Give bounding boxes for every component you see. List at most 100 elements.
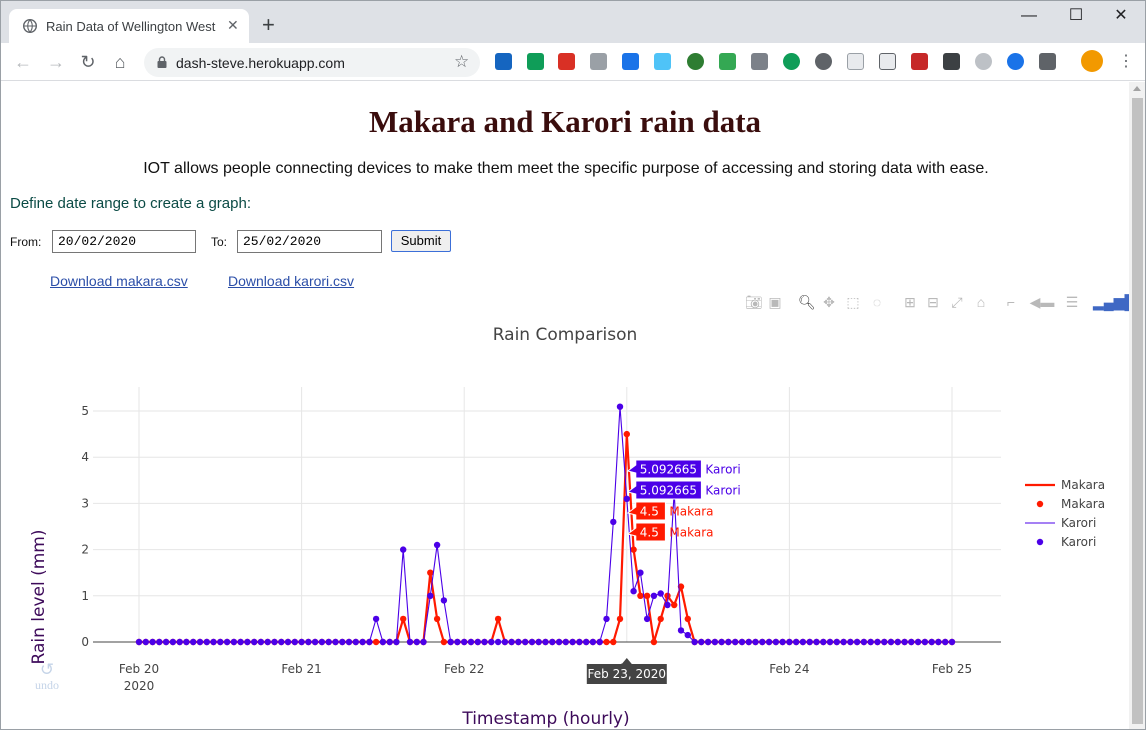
data-point-karori[interactable] <box>271 638 278 646</box>
data-point-karori[interactable] <box>630 588 637 595</box>
reload-icon[interactable]: ↻ <box>80 52 96 72</box>
extension-icon[interactable] <box>687 53 704 70</box>
extension-icon[interactable] <box>975 53 992 70</box>
data-point-makara[interactable] <box>616 615 624 623</box>
plotly-logo-icon[interactable]: ▂▄▆█ <box>1093 294 1135 310</box>
data-point-karori[interactable] <box>840 638 847 646</box>
data-point-karori[interactable] <box>251 638 258 646</box>
data-point-karori[interactable] <box>711 638 719 646</box>
data-point-karori[interactable] <box>142 638 149 646</box>
data-point-karori[interactable] <box>298 638 305 646</box>
data-point-karori[interactable] <box>867 638 874 646</box>
data-point-karori[interactable] <box>359 638 366 646</box>
data-point-karori[interactable] <box>515 638 522 646</box>
data-point-karori[interactable] <box>894 638 901 646</box>
data-point-karori[interactable] <box>413 638 420 646</box>
data-point-karori[interactable] <box>881 638 888 646</box>
menu-dots-icon[interactable]: ⋮ <box>1118 53 1134 70</box>
undo-button[interactable]: ↺ undo <box>29 660 65 693</box>
data-point-karori[interactable] <box>284 638 292 646</box>
data-point-karori[interactable] <box>264 638 271 646</box>
data-point-karori[interactable] <box>549 638 556 646</box>
data-point-karori[interactable] <box>569 638 576 646</box>
data-point-karori[interactable] <box>637 569 644 576</box>
data-point-karori[interactable] <box>135 638 143 646</box>
data-point-makara[interactable] <box>684 615 691 623</box>
recycle-icon[interactable] <box>719 53 736 70</box>
data-point-karori[interactable] <box>406 638 414 646</box>
data-point-karori[interactable] <box>190 638 197 646</box>
data-point-makara[interactable] <box>427 569 434 576</box>
data-point-karori[interactable] <box>427 592 434 599</box>
data-point-karori[interactable] <box>379 638 387 646</box>
spike-lines-icon[interactable]: ⌐ <box>1006 294 1016 310</box>
data-point-karori[interactable] <box>650 592 658 599</box>
data-point-karori[interactable] <box>623 495 630 502</box>
data-point-karori[interactable] <box>698 638 705 646</box>
data-point-karori[interactable] <box>305 638 312 646</box>
data-point-karori[interactable] <box>908 638 915 646</box>
hover-compare-icon[interactable]: ☰ <box>1065 294 1079 310</box>
download-makara-link[interactable]: Download makara.csv <box>50 273 188 289</box>
data-point-karori[interactable] <box>874 638 881 646</box>
data-point-karori[interactable] <box>210 638 217 646</box>
data-point-karori[interactable] <box>501 638 509 646</box>
data-point-karori[interactable] <box>393 638 400 646</box>
legend-item-makara[interactable]: Makara <box>1025 478 1105 492</box>
data-point-karori[interactable] <box>826 638 834 646</box>
data-point-karori[interactable] <box>691 638 698 646</box>
data-point-karori[interactable] <box>820 638 827 646</box>
data-point-makara[interactable] <box>671 601 678 609</box>
data-point-karori[interactable] <box>494 638 502 646</box>
box-select-icon[interactable]: ⬚ <box>846 294 860 310</box>
save-icon[interactable]: ▣ <box>768 294 782 310</box>
address-bar[interactable]: dash-steve.herokuapp.com ☆ <box>144 48 480 77</box>
data-point-karori[interactable] <box>291 638 298 646</box>
close-window-icon[interactable]: ✕ <box>1114 7 1128 24</box>
submit-button[interactable]: Submit <box>391 230 451 252</box>
from-date-input[interactable] <box>52 230 196 253</box>
forward-icon[interactable]: → <box>47 52 65 72</box>
data-point-makara[interactable] <box>610 638 617 646</box>
data-point-karori[interactable] <box>555 638 563 646</box>
data-point-karori[interactable] <box>779 638 786 646</box>
legend-item-makara[interactable]: Makara <box>1036 497 1105 511</box>
data-point-karori[interactable] <box>799 638 807 646</box>
data-point-karori[interactable] <box>718 638 725 646</box>
hover-closest-icon[interactable]: ◀▬ <box>1029 294 1055 310</box>
extension-icon[interactable] <box>558 53 575 70</box>
data-point-karori[interactable] <box>603 615 610 623</box>
data-point-karori[interactable] <box>488 638 495 646</box>
data-point-karori[interactable] <box>596 638 603 646</box>
data-point-karori[interactable] <box>677 627 685 634</box>
browser-tab[interactable]: Rain Data of Wellington West ✕ <box>9 9 249 43</box>
pan-icon[interactable]: ✥ <box>823 294 835 310</box>
reset-axes-icon[interactable]: ⌂ <box>976 294 986 310</box>
data-point-karori[interactable] <box>738 638 746 646</box>
data-point-karori[interactable] <box>793 638 800 646</box>
data-point-karori[interactable] <box>156 638 163 646</box>
home-icon[interactable]: ⌂ <box>114 52 126 72</box>
data-point-karori[interactable] <box>352 638 359 646</box>
data-point-karori[interactable] <box>223 638 231 646</box>
extension-icon[interactable] <box>495 53 512 70</box>
data-point-karori[interactable] <box>535 638 542 646</box>
scroll-thumb[interactable] <box>1132 98 1143 724</box>
profile-avatar[interactable] <box>1081 50 1103 72</box>
extension-icon[interactable] <box>622 53 639 70</box>
data-point-karori[interactable] <box>339 638 346 646</box>
data-point-karori[interactable] <box>440 597 448 604</box>
data-point-karori[interactable] <box>169 638 177 646</box>
data-point-karori[interactable] <box>311 638 319 646</box>
data-point-karori[interactable] <box>732 638 739 646</box>
data-point-karori[interactable] <box>318 638 326 646</box>
data-point-karori[interactable] <box>806 638 813 646</box>
data-point-makara[interactable] <box>433 615 441 623</box>
tab-close-icon[interactable]: ✕ <box>227 17 239 33</box>
chart-legend[interactable]: Makara Makara Karori Karori <box>1025 478 1105 549</box>
data-point-karori[interactable] <box>562 638 569 646</box>
lasso-select-icon[interactable]: ◌ <box>872 294 882 310</box>
data-point-karori[interactable] <box>400 546 407 553</box>
data-point-makara[interactable] <box>650 638 658 646</box>
data-point-karori[interactable] <box>237 638 244 646</box>
